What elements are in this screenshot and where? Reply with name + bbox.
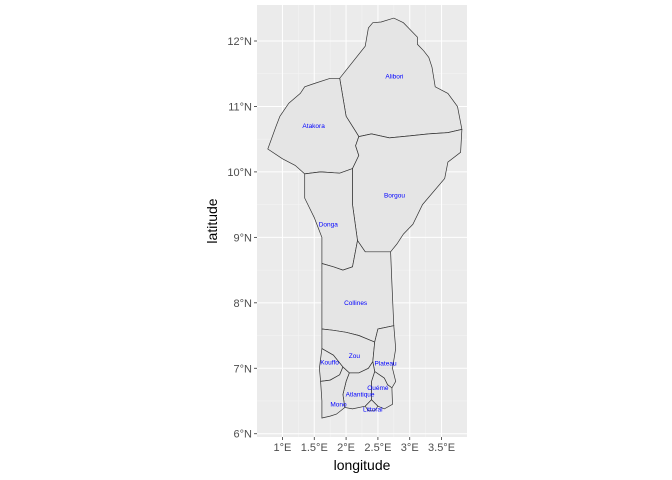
region-label-donga: Donga	[319, 221, 339, 228]
region-labels: Alibori Atakora Borgou Donga Collines Zou Kouf…	[302, 73, 405, 413]
y-tick-label: 9°N	[234, 232, 253, 244]
region-polygons	[267, 17, 463, 419]
x-tick-label: 2°E	[337, 442, 355, 454]
region-label-collines: Collines	[344, 300, 368, 307]
region-label-littoral: Littoral	[363, 407, 383, 414]
region-label-atlantique: Atlantique	[346, 391, 375, 398]
region-label-zou: Zou	[349, 353, 361, 360]
y-axis: 6°N 7°N 8°N 9°N 10°N 11°N 12°N	[227, 36, 257, 441]
x-tick-label: 2.5°E	[364, 442, 391, 454]
x-tick-label: 3°E	[401, 442, 419, 454]
y-tick-label: 6°N	[234, 429, 253, 441]
y-tick-label: 11°N	[228, 101, 252, 113]
x-axis: 1°E 1.5°E 2°E 2.5°E 3°E 3.5°E	[274, 437, 455, 454]
y-axis-title: latitude	[204, 198, 220, 243]
y-tick-label: 8°N	[234, 298, 253, 310]
x-tick-label: 1.5°E	[301, 442, 328, 454]
region-label-mono: Mono	[330, 401, 347, 408]
region-mono	[320, 366, 350, 419]
y-tick-label: 7°N	[234, 363, 253, 375]
region-label-ou-m-: Ouémé	[367, 385, 389, 392]
region-label-atakora: Atakora	[302, 123, 325, 130]
x-tick-label: 3.5°E	[428, 442, 455, 454]
region-label-kouffo: Kouffo	[320, 359, 339, 366]
y-tick-label: 12°N	[227, 36, 252, 48]
x-axis-title: longitude	[334, 457, 391, 473]
region-label-plateau: Plateau	[375, 361, 397, 368]
region-littoral	[364, 399, 379, 412]
y-tick-label: 10°N	[227, 167, 252, 179]
region-label-alibori: Alibori	[385, 73, 403, 80]
region-label-borgou: Borgou	[384, 192, 405, 199]
x-tick-label: 1°E	[274, 442, 292, 454]
